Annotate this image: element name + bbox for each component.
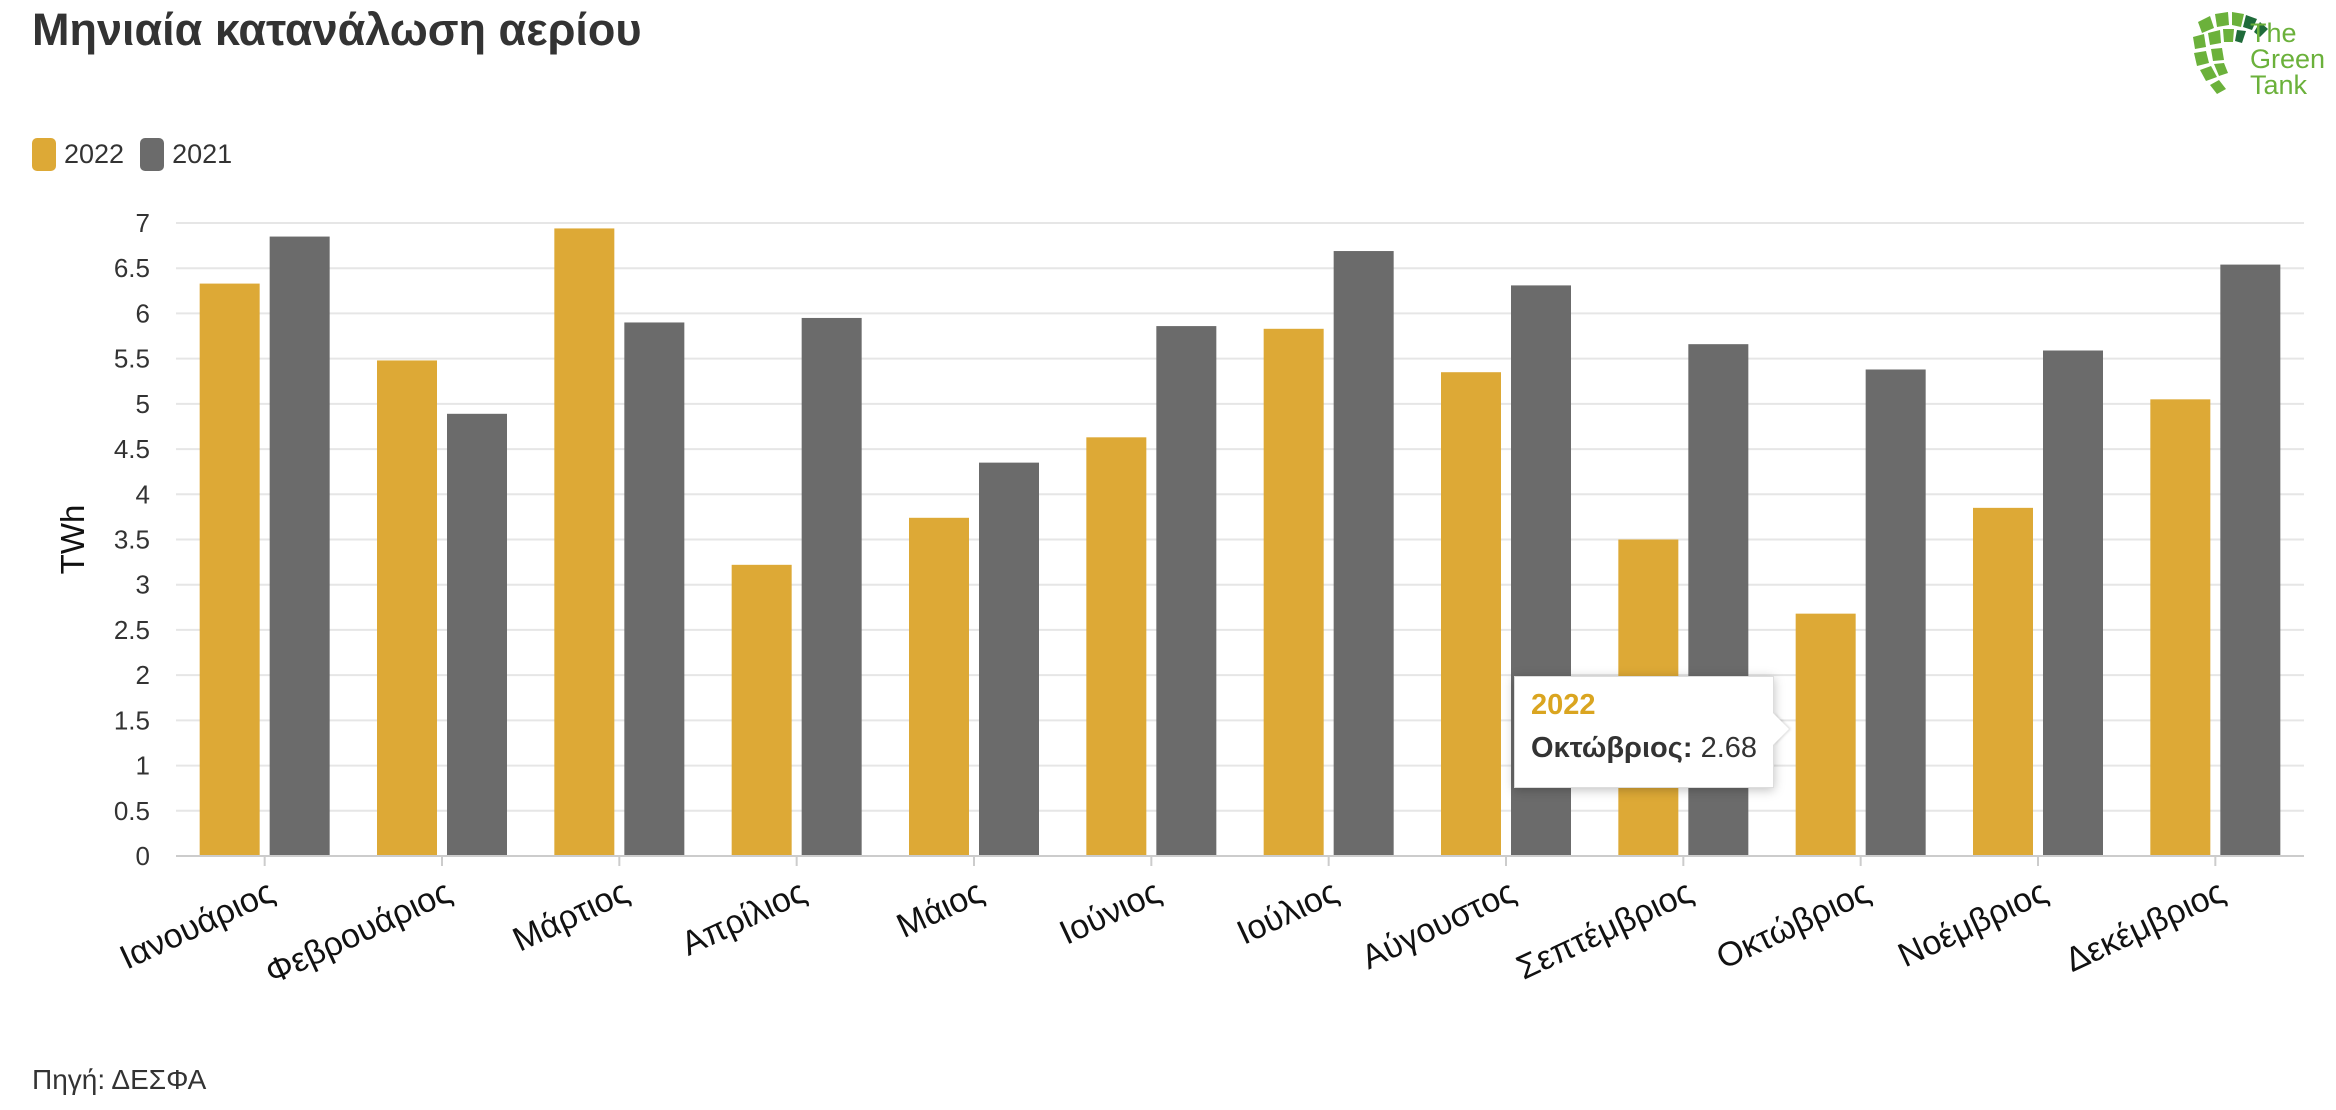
logo-text-line1: The (2250, 18, 2297, 48)
y-tick-label: 1 (136, 751, 150, 781)
the-green-tank-logo: The Green Tank (2184, 6, 2336, 106)
logo-text-line3: Tank (2250, 70, 2308, 100)
legend-label-2022: 2022 (64, 139, 125, 169)
y-tick-label: 0 (136, 841, 150, 871)
y-tick-label: 1.5 (114, 705, 150, 735)
y-tick-label: 5 (136, 389, 150, 419)
x-tick-label: Απρίλιος (676, 873, 812, 964)
bar-2021 (1333, 251, 1394, 857)
tooltip-category: Οκτώβριος: (1531, 732, 1693, 764)
bar-2021 (624, 322, 685, 856)
bar-2022 (1795, 613, 1856, 856)
y-tick-label: 2.5 (114, 615, 150, 645)
bar-2021 (447, 413, 507, 856)
logo-text-line2: Green (2250, 44, 2326, 74)
y-tick-label: 2 (136, 660, 150, 690)
y-tick-label: 5.5 (114, 344, 150, 374)
y-tick-label: 3.5 (114, 525, 150, 555)
bar-2022 (1973, 507, 2033, 856)
bar-2022 (377, 360, 437, 856)
x-tick-label: Ιούνιος (1054, 873, 1167, 953)
y-tick-label: 3 (136, 570, 150, 600)
bar-2022 (1441, 372, 1501, 856)
bar-2022 (199, 283, 260, 856)
x-tick-label: Νοέμβριος (1892, 873, 2053, 975)
legend-label-2021: 2021 (172, 139, 233, 169)
chart-title: Μηνιαία κατανάλωση αερίου (32, 4, 642, 55)
x-tick-label: Ιανουάριος (114, 873, 280, 977)
bar-2021 (2220, 264, 2281, 856)
legend-item-2022[interactable]: 2022 (32, 138, 124, 171)
x-tick-label: Μάιος (891, 873, 989, 946)
bar-chart: 0 0.5 1 1.5 2 2.5 3 3.5 4 4.5 5 5.5 6 6.5 7 TWh Ιανουάρι… (54, 208, 2304, 992)
x-tick-label: Ιούλιος (1231, 873, 1344, 953)
bar-2021 (1156, 326, 1217, 856)
y-tick-label: 6.5 (114, 253, 150, 283)
bar-2022 (1263, 328, 1324, 857)
x-tick-label: Οκτώβριος (1711, 873, 1876, 977)
bar-2021 (269, 236, 330, 857)
legend-item-2021[interactable]: 2021 (140, 138, 232, 171)
x-tick-label: Σεπτέμβριος (1511, 873, 1699, 988)
tooltip-line: Οκτώβριος: 2.68 (1531, 732, 1757, 765)
y-tick-label: 0.5 (114, 796, 150, 826)
y-tick-label: 4.5 (114, 434, 150, 464)
x-tick-label: Μάρτιος (507, 873, 635, 959)
bar-2022 (731, 564, 792, 856)
legend-swatch-2022 (32, 138, 56, 171)
bar-2021 (1865, 369, 1926, 856)
bar-2021 (801, 317, 862, 856)
y-tick-label: 4 (136, 479, 150, 509)
chart-legend: 2022 2021 (32, 138, 248, 171)
bar-2022 (554, 228, 615, 856)
x-tick-label: Αύγουστος (1356, 873, 1522, 977)
bar-2021 (979, 462, 1039, 856)
y-axis-title: TWh (54, 505, 91, 575)
legend-swatch-2021 (140, 138, 165, 171)
bar-2022 (909, 517, 969, 856)
tooltip-value: 2.68 (1700, 732, 1758, 764)
tooltip-series-label: 2022 (1531, 689, 1596, 721)
x-tick-label: Φεβρουάριος (260, 873, 458, 992)
bar-2022 (1086, 437, 1147, 856)
chart-tooltip: 2022 Οκτώβριος: 2.68 (1514, 676, 1774, 788)
x-tick-label: Δεκέμβριος (2059, 873, 2230, 980)
source-note: Πηγή: ΔΕΣΦΑ (32, 1064, 207, 1095)
y-tick-label: 6 (136, 298, 150, 328)
green-tank-logo-icon (2193, 12, 2268, 94)
bar-2021 (2043, 350, 2103, 856)
bar-2022 (2150, 399, 2211, 856)
y-tick-label: 7 (136, 208, 150, 238)
